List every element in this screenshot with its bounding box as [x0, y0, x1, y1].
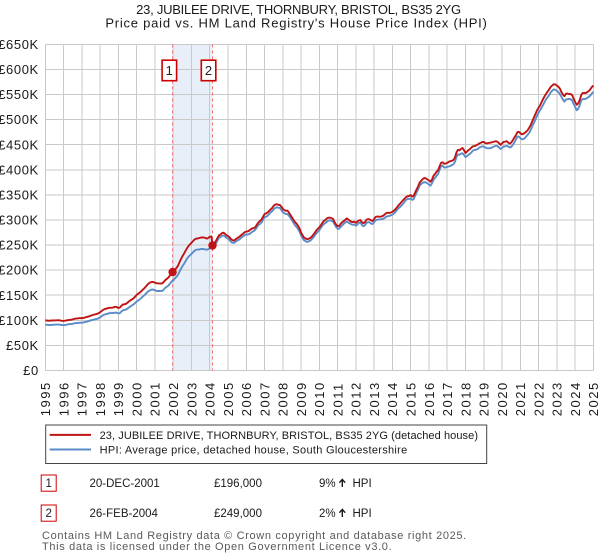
svg-text:£350K: £350K	[0, 188, 39, 203]
svg-text:HPI: Average price, detached h: HPI: Average price, detached house, Sout…	[100, 445, 408, 457]
svg-text:2005: 2005	[221, 381, 236, 416]
svg-text:£150K: £150K	[0, 288, 39, 303]
svg-text:This data is licensed under th: This data is licensed under the Open Gov…	[42, 541, 392, 553]
svg-text:1998: 1998	[93, 381, 108, 416]
svg-text:£650K: £650K	[0, 37, 39, 52]
svg-text:HPI: HPI	[353, 478, 372, 490]
svg-text:2020: 2020	[495, 381, 510, 416]
svg-text:HPI: HPI	[353, 508, 372, 520]
svg-text:£50K: £50K	[6, 338, 39, 353]
svg-text:2023: 2023	[550, 381, 565, 416]
svg-text:23, JUBILEE DRIVE, THORNBURY,: 23, JUBILEE DRIVE, THORNBURY, BRISTOL, B…	[136, 2, 461, 17]
svg-text:£300K: £300K	[0, 213, 39, 228]
svg-text:2022: 2022	[531, 381, 546, 416]
svg-text:2014: 2014	[385, 381, 400, 416]
svg-text:1995: 1995	[38, 381, 53, 416]
svg-text:1996: 1996	[56, 381, 71, 416]
svg-text:2009: 2009	[294, 381, 309, 416]
svg-text:£500K: £500K	[0, 112, 39, 127]
svg-text:2007: 2007	[257, 381, 272, 416]
svg-text:26-FEB-2004: 26-FEB-2004	[90, 508, 159, 520]
svg-text:£249,000: £249,000	[214, 508, 262, 520]
svg-text:2010: 2010	[312, 381, 327, 416]
svg-text:2000: 2000	[129, 381, 144, 416]
svg-text:2019: 2019	[477, 381, 492, 416]
svg-text:£600K: £600K	[0, 62, 39, 77]
svg-text:2003: 2003	[184, 381, 199, 416]
svg-text:Price paid vs. HM Land Registr: Price paid vs. HM Land Registry's House …	[105, 15, 487, 30]
svg-text:2001: 2001	[148, 381, 163, 416]
svg-text:£196,000: £196,000	[214, 478, 262, 490]
svg-text:2021: 2021	[513, 381, 528, 416]
svg-text:9%: 9%	[319, 478, 336, 490]
svg-text:2011: 2011	[330, 382, 345, 416]
svg-text:2018: 2018	[458, 381, 473, 416]
svg-text:1: 1	[166, 63, 173, 78]
svg-text:23, JUBILEE DRIVE, THORNBURY,: 23, JUBILEE DRIVE, THORNBURY, BRISTOL, B…	[100, 430, 478, 442]
svg-text:2%: 2%	[319, 508, 336, 520]
svg-text:1997: 1997	[75, 381, 90, 416]
svg-text:2015: 2015	[404, 381, 419, 416]
svg-text:Contains HM Land Registry data: Contains HM Land Registry data © Crown c…	[42, 530, 467, 542]
svg-text:2008: 2008	[276, 381, 291, 416]
svg-text:£100K: £100K	[0, 313, 39, 328]
svg-text:2: 2	[205, 63, 212, 78]
svg-text:£450K: £450K	[0, 137, 39, 152]
svg-text:2016: 2016	[422, 381, 437, 416]
svg-text:1999: 1999	[111, 381, 126, 416]
svg-text:2006: 2006	[239, 381, 254, 416]
svg-text:£550K: £550K	[0, 87, 39, 102]
svg-text:1: 1	[45, 478, 51, 490]
svg-text:2002: 2002	[166, 381, 181, 416]
svg-text:£200K: £200K	[0, 263, 39, 278]
svg-text:£250K: £250K	[0, 238, 39, 253]
svg-text:2012: 2012	[349, 381, 364, 416]
svg-text:£0: £0	[23, 363, 39, 378]
svg-text:2004: 2004	[203, 381, 218, 416]
svg-text:20-DEC-2001: 20-DEC-2001	[90, 478, 160, 490]
svg-text:2024: 2024	[568, 381, 583, 416]
svg-text:2013: 2013	[367, 381, 382, 416]
svg-text:2017: 2017	[440, 381, 455, 416]
svg-text:2025: 2025	[586, 381, 600, 416]
svg-text:2: 2	[45, 508, 51, 520]
svg-text:£400K: £400K	[0, 162, 39, 177]
